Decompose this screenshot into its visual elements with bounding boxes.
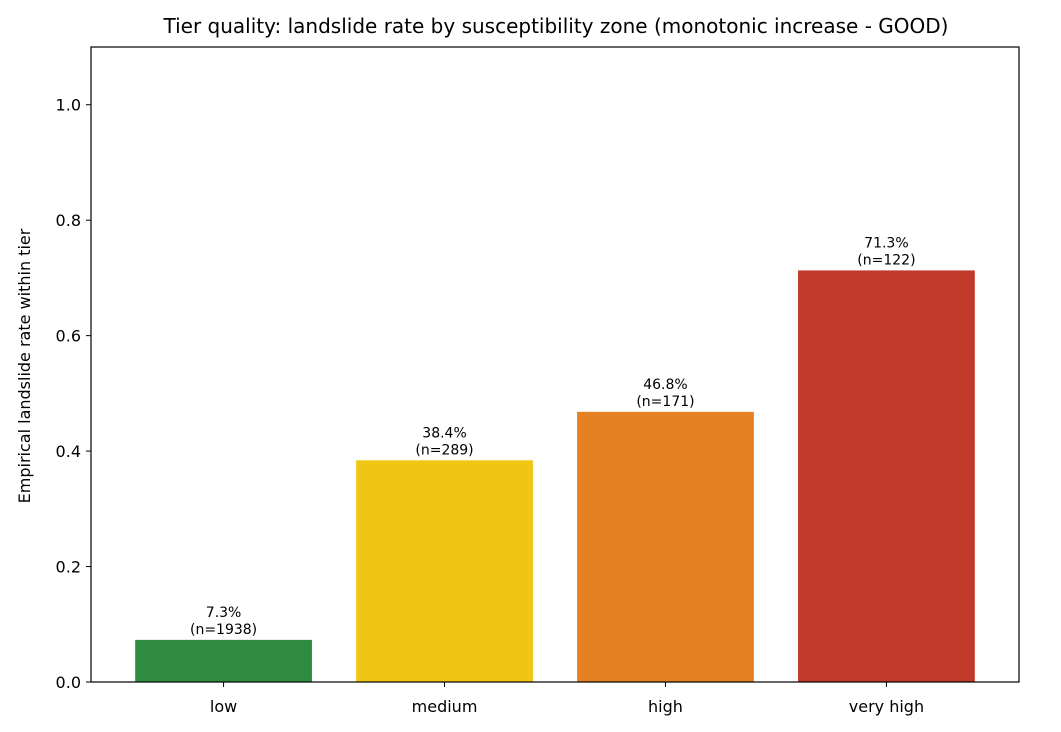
bars-group — [135, 270, 975, 682]
y-tick-label: 1.0 — [56, 96, 81, 115]
data-label-count: (n=289) — [415, 442, 473, 458]
data-label-rate: 38.4% — [422, 425, 466, 441]
y-tick-label: 0.4 — [56, 442, 81, 461]
y-tick-label: 0.6 — [56, 327, 81, 346]
x-tick-label: medium — [412, 697, 478, 716]
data-labels-group: 7.3%(n=1938) 38.4%(n=289) 46.8%(n=171) 71.3… — [190, 235, 916, 637]
data-label-count: (n=1938) — [190, 622, 257, 638]
y-axis-label: Empirical landslide rate within tier — [15, 228, 34, 503]
data-label-rate: 71.3% — [864, 235, 908, 251]
y-tick-label: 0.8 — [56, 211, 81, 230]
y-tick-label: 0.2 — [56, 558, 81, 577]
x-tick-label: very high — [849, 697, 924, 716]
bar-low — [135, 639, 312, 682]
y-axis-ticks: 0.0 0.2 0.4 0.6 0.8 1.0 — [56, 96, 91, 692]
bar-medium — [356, 460, 533, 682]
x-tick-label: high — [648, 697, 683, 716]
y-tick-label: 0.0 — [56, 673, 81, 692]
x-axis-ticks: low medium high very high — [210, 682, 924, 716]
bar-high — [577, 411, 754, 682]
plot-frame — [90, 46, 1020, 683]
data-label-count: (n=122) — [857, 252, 915, 268]
bar-very-high — [798, 270, 975, 682]
data-label-rate: 46.8% — [643, 377, 687, 393]
x-tick-label: low — [210, 697, 237, 716]
data-label-count: (n=171) — [636, 394, 694, 410]
chart-title: Tier quality: landslide rate by suscepti… — [163, 14, 949, 38]
data-label-rate: 7.3% — [206, 605, 242, 621]
